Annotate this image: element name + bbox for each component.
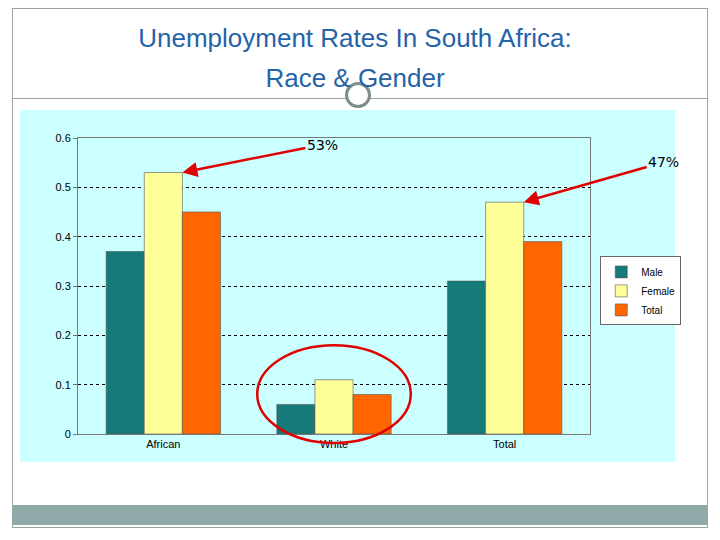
svg-text:0.3: 0.3	[56, 280, 71, 292]
svg-text:0.5: 0.5	[56, 181, 71, 193]
svg-text:African: African	[146, 438, 180, 450]
svg-text:0: 0	[65, 428, 71, 440]
svg-text:53%: 53%	[307, 137, 338, 153]
html-text:Unemployment Rates In South Af: Unemployment Rates In South Africa: Race…	[138, 23, 572, 93]
svg-text:0.2: 0.2	[56, 329, 71, 341]
svg-text:Female: Female	[641, 286, 675, 297]
svg-text:0.1: 0.1	[56, 379, 71, 391]
svg-text:Total: Total	[641, 305, 662, 316]
svg-text:0.6: 0.6	[56, 132, 71, 144]
svg-text:0.4: 0.4	[56, 231, 71, 243]
svg-text:Total: Total	[493, 438, 516, 450]
svg-text:White: White	[320, 438, 348, 450]
svg-text:Male: Male	[641, 267, 663, 278]
svg-text:47%: 47%	[648, 154, 679, 170]
